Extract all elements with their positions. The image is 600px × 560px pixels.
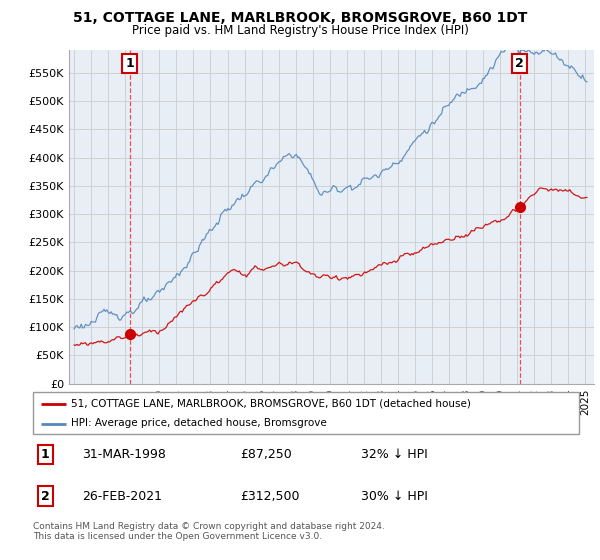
Text: 26-FEB-2021: 26-FEB-2021 — [82, 489, 162, 502]
Text: £87,250: £87,250 — [241, 448, 292, 461]
Text: Price paid vs. HM Land Registry's House Price Index (HPI): Price paid vs. HM Land Registry's House … — [131, 24, 469, 36]
Text: 51, COTTAGE LANE, MARLBROOK, BROMSGROVE, B60 1DT (detached house): 51, COTTAGE LANE, MARLBROOK, BROMSGROVE,… — [71, 399, 471, 409]
Text: HPI: Average price, detached house, Bromsgrove: HPI: Average price, detached house, Brom… — [71, 418, 327, 428]
Text: 2: 2 — [41, 489, 49, 502]
Text: 1: 1 — [125, 57, 134, 70]
Text: Contains HM Land Registry data © Crown copyright and database right 2024.
This d: Contains HM Land Registry data © Crown c… — [33, 522, 385, 542]
Text: 32% ↓ HPI: 32% ↓ HPI — [361, 448, 427, 461]
Text: 1: 1 — [41, 448, 49, 461]
Text: 51, COTTAGE LANE, MARLBROOK, BROMSGROVE, B60 1DT: 51, COTTAGE LANE, MARLBROOK, BROMSGROVE,… — [73, 11, 527, 25]
Text: 2: 2 — [515, 57, 524, 70]
Text: 30% ↓ HPI: 30% ↓ HPI — [361, 489, 427, 502]
Text: 31-MAR-1998: 31-MAR-1998 — [82, 448, 166, 461]
Text: £312,500: £312,500 — [241, 489, 300, 502]
